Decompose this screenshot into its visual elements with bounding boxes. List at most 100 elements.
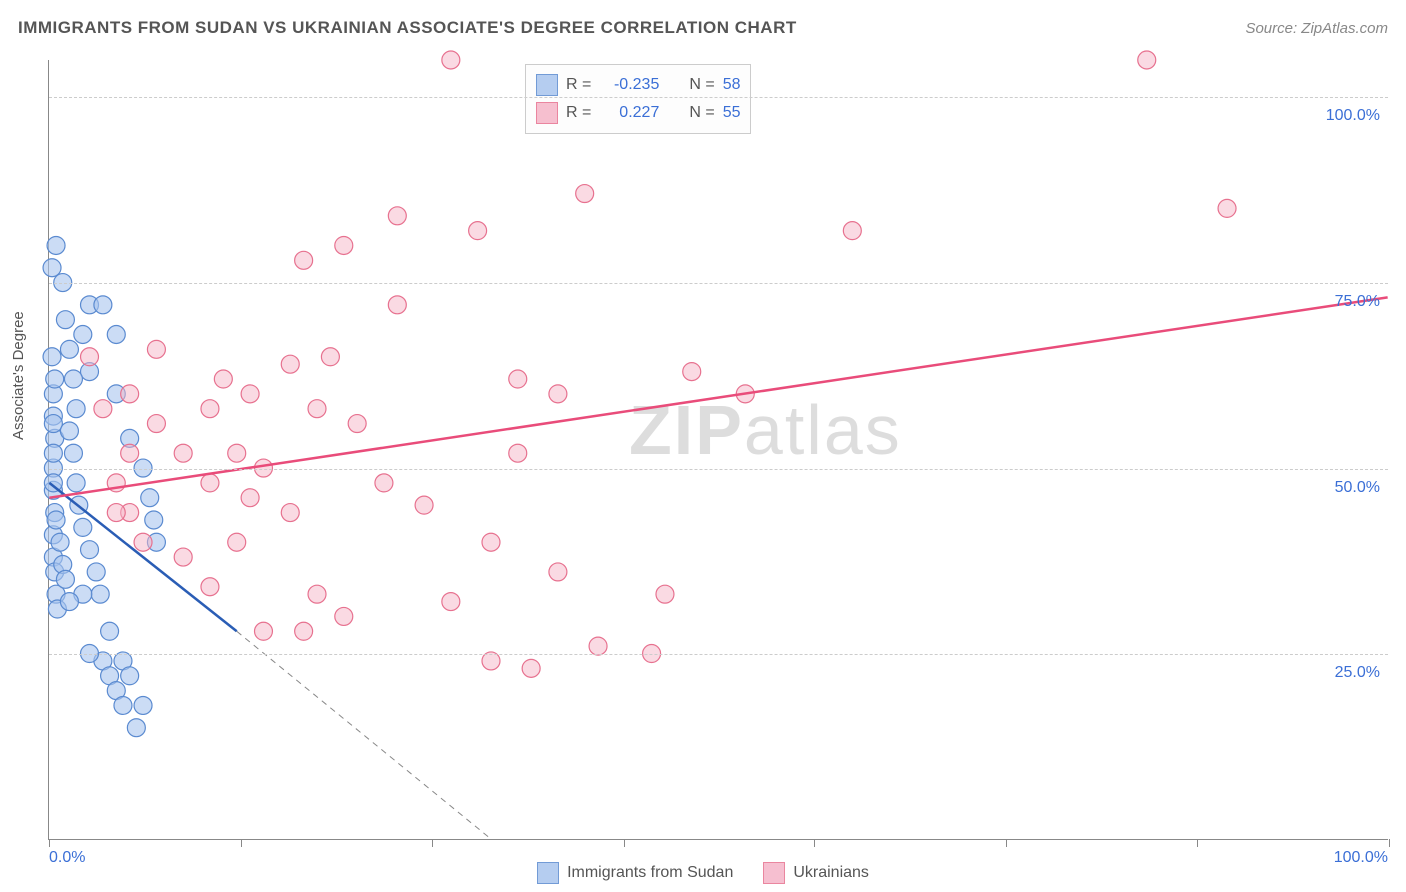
sudan-point	[74, 326, 92, 344]
y-tick-label: 50.0%	[1335, 479, 1380, 497]
ukraine-point	[375, 474, 393, 492]
sudan-point	[43, 259, 61, 277]
legend-row-sudan: R =-0.235N = 58	[536, 71, 740, 99]
x-tick	[241, 839, 242, 847]
ukraine-point	[335, 607, 353, 625]
ukraine-point	[843, 222, 861, 240]
legend-n-value: 55	[723, 104, 741, 122]
bottom-legend-label: Ukrainians	[793, 864, 869, 882]
y-tick-label: 75.0%	[1335, 293, 1380, 311]
y-axis-label: Associate's Degree	[10, 311, 27, 440]
sudan-point	[47, 236, 65, 254]
ukraine-point	[388, 296, 406, 314]
sudan-point	[56, 570, 74, 588]
x-tick	[1389, 839, 1390, 847]
ukraine-point	[81, 348, 99, 366]
ukraine-point	[134, 533, 152, 551]
chart-title: IMMIGRANTS FROM SUDAN VS UKRAINIAN ASSOC…	[18, 18, 797, 38]
ukraine-point	[241, 489, 259, 507]
legend-n-label: N =	[689, 104, 714, 122]
ukraine-point	[295, 622, 313, 640]
legend-r-value: -0.235	[599, 76, 659, 94]
ukraine-point	[254, 622, 272, 640]
ukraine-point	[589, 637, 607, 655]
y-tick-label: 100.0%	[1326, 107, 1380, 125]
sudan-point	[64, 370, 82, 388]
sudan-point	[51, 533, 69, 551]
sudan-swatch-icon	[536, 74, 558, 96]
ukraine-point	[1218, 199, 1236, 217]
y-tick-label: 25.0%	[1335, 664, 1380, 682]
ukraine-point	[174, 444, 192, 462]
ukraine-point	[121, 444, 139, 462]
ukraine-point	[509, 444, 527, 462]
ukraine-point	[308, 585, 326, 603]
sudan-point	[43, 348, 61, 366]
sudan-legend-swatch-icon	[537, 862, 559, 884]
ukraine-point	[201, 578, 219, 596]
ukraine-point	[121, 385, 139, 403]
sudan-point	[47, 511, 65, 529]
grid-line	[49, 283, 1388, 284]
x-tick	[1006, 839, 1007, 847]
ukraine-point	[388, 207, 406, 225]
chart-container: IMMIGRANTS FROM SUDAN VS UKRAINIAN ASSOC…	[0, 0, 1406, 892]
sudan-point	[101, 622, 119, 640]
sudan-point	[67, 474, 85, 492]
legend-box: R =-0.235N = 58R =0.227N = 55	[525, 64, 751, 134]
ukraine-point	[147, 340, 165, 358]
ukraine-point	[348, 415, 366, 433]
ukraine-point	[228, 533, 246, 551]
ukraine-point	[549, 385, 567, 403]
ukraine-point	[522, 659, 540, 677]
x-tick	[1197, 839, 1198, 847]
ukraine-point	[683, 363, 701, 381]
sudan-point	[44, 444, 62, 462]
grid-line	[49, 469, 1388, 470]
sudan-point	[134, 696, 152, 714]
ukraine-point	[442, 593, 460, 611]
legend-r-label: R =	[566, 104, 591, 122]
ukraine-point	[295, 251, 313, 269]
grid-line	[49, 654, 1388, 655]
ukraine-point	[415, 496, 433, 514]
sudan-point	[87, 563, 105, 581]
sudan-point	[141, 489, 159, 507]
sudan-point	[60, 422, 78, 440]
ukraine-swatch-icon	[536, 102, 558, 124]
sudan-trend-line	[49, 483, 236, 631]
ukraine-point	[509, 370, 527, 388]
ukraine-point	[656, 585, 674, 603]
legend-row-ukraine: R =0.227N = 55	[536, 99, 740, 127]
sudan-point	[44, 415, 62, 433]
ukraine-point	[147, 415, 165, 433]
ukraine-point	[469, 222, 487, 240]
ukraine-point	[107, 504, 125, 522]
sudan-point	[74, 518, 92, 536]
legend-n-label: N =	[689, 76, 714, 94]
sudan-trend-dashed	[237, 631, 491, 839]
sudan-point	[44, 474, 62, 492]
ukraine-point	[281, 355, 299, 373]
sudan-point	[60, 340, 78, 358]
ukraine-point	[1138, 51, 1156, 69]
ukraine-point	[308, 400, 326, 418]
ukraine-point	[241, 385, 259, 403]
chart-svg	[49, 60, 1388, 839]
sudan-point	[121, 667, 139, 685]
sudan-point	[67, 400, 85, 418]
x-tick	[624, 839, 625, 847]
ukraine-point	[442, 51, 460, 69]
x-tick	[432, 839, 433, 847]
x-tick	[814, 839, 815, 847]
plot-area: ZIPatlas R =-0.235N = 58R =0.227N = 55 2…	[48, 60, 1388, 840]
bottom-legend-label: Immigrants from Sudan	[567, 864, 733, 882]
ukraine-point	[201, 474, 219, 492]
ukraine-point	[335, 236, 353, 254]
legend-r-label: R =	[566, 76, 591, 94]
sudan-point	[145, 511, 163, 529]
sudan-point	[81, 541, 99, 559]
bottom-legend: Immigrants from Sudan Ukrainians	[0, 862, 1406, 884]
sudan-point	[46, 370, 64, 388]
grid-line	[49, 97, 1388, 98]
